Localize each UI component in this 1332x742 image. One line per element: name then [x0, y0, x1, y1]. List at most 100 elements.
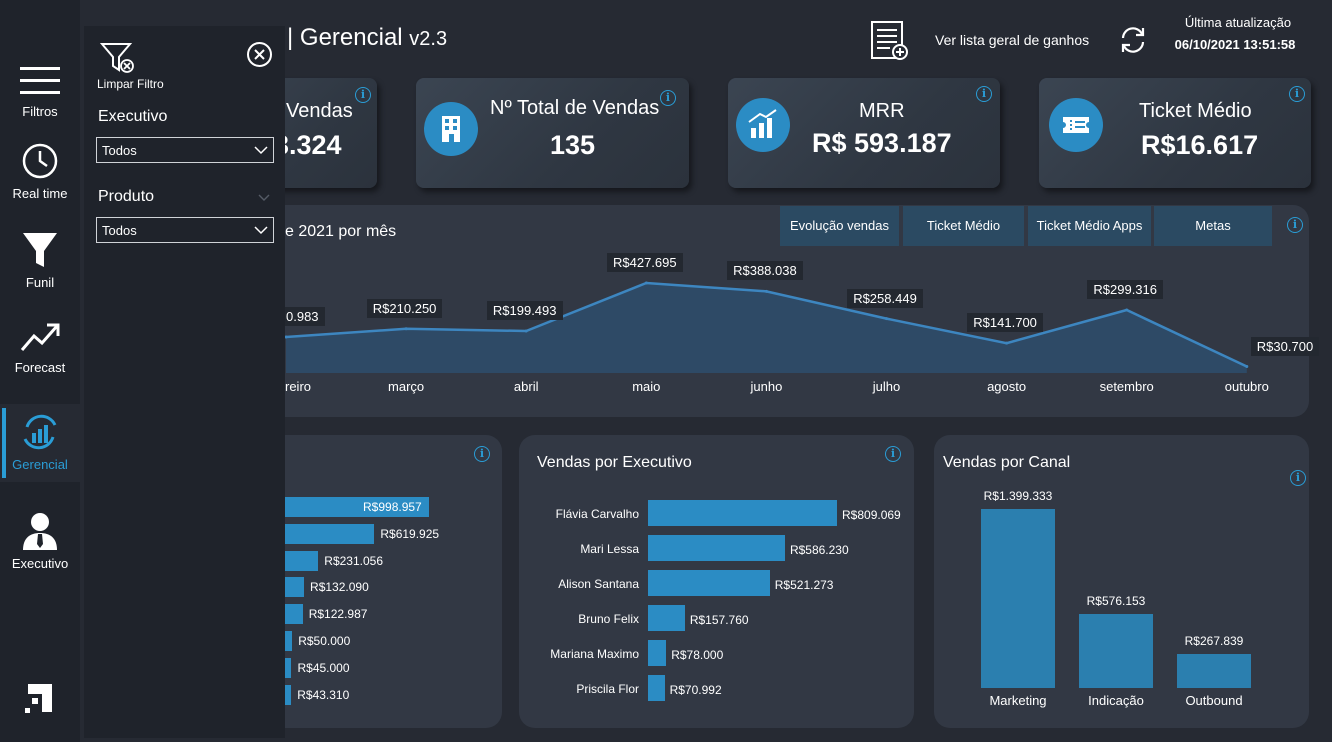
bar-value: R$45.000 — [297, 660, 350, 675]
growth-chart-icon — [736, 98, 790, 152]
produto-filter-label: Produto — [98, 188, 155, 205]
area-point — [1245, 365, 1249, 369]
nav-item-filtros[interactable]: Filtros — [0, 64, 80, 119]
produto-select[interactable]: Todos — [96, 217, 274, 243]
executive-name: Flávia Carvalho — [555, 507, 639, 521]
bar-value: R$132.090 — [310, 580, 369, 595]
info-icon[interactable]: i — [976, 86, 992, 102]
kpi-label: Nº Total de Vendas — [490, 97, 660, 119]
bar — [285, 604, 303, 625]
data-label: R$388.038 — [727, 261, 803, 281]
bar-value: R$998.957 — [363, 500, 422, 514]
month-label: maio — [632, 379, 661, 394]
chevron-down-icon — [254, 146, 268, 155]
info-icon[interactable]: i — [355, 87, 371, 103]
nav-item-funil[interactable]: Funil — [0, 231, 80, 290]
executive-name: Mari Lessa — [580, 542, 639, 556]
close-icon[interactable] — [246, 41, 273, 68]
page-title-text: | Gerencial — [287, 24, 403, 51]
brand-logo-icon — [25, 684, 52, 713]
kpi-card-total-vendas: Nº Total de Vendas 135 i — [416, 78, 689, 188]
bar — [285, 684, 292, 705]
channel-panel-title: Vendas por Canal — [943, 454, 1071, 471]
bar-value: R$809.069 — [842, 508, 901, 522]
bar — [1177, 653, 1251, 688]
area-point — [644, 281, 648, 285]
info-icon[interactable]: i — [1287, 217, 1303, 233]
executivo-select[interactable]: Todos — [96, 137, 274, 163]
bar — [285, 497, 429, 517]
nav-item-executivo[interactable]: Executivo — [0, 510, 80, 571]
view-all-gains-link[interactable]: Ver lista geral de ganhos — [935, 32, 1090, 48]
category-label: Indicação — [1088, 693, 1144, 708]
bar-value: R$50.000 — [298, 634, 351, 648]
nav-label: Forecast — [14, 360, 66, 375]
info-icon[interactable]: i — [1289, 86, 1305, 102]
data-label: R$30.700 — [1250, 336, 1320, 356]
bar — [285, 523, 375, 544]
clear-filter-icon[interactable] — [100, 42, 138, 76]
trend-arrow-icon — [20, 323, 60, 351]
kpi-value: 135 — [550, 130, 596, 160]
nav-item-real-time[interactable]: Real time — [0, 142, 80, 201]
info-icon[interactable]: i — [660, 90, 676, 106]
nav-item-forecast[interactable]: Forecast — [0, 320, 80, 375]
kpi-label: MRR — [859, 100, 905, 122]
refresh-icon[interactable] — [1118, 25, 1148, 55]
bar-value: R$231.056 — [324, 553, 384, 568]
bar — [285, 657, 292, 678]
bar — [648, 535, 785, 561]
executive-name: Alison Santana — [558, 577, 639, 591]
left-navigation: Filtros Real time Funil Forecast Gerenci… — [0, 0, 80, 742]
bar-value: R$78.000 — [671, 648, 724, 662]
kpi-value: R$16.617 — [1141, 130, 1259, 160]
last-update-label: Última atualização — [1184, 15, 1292, 30]
category-label: Outbound — [1185, 693, 1243, 708]
kpi-value: 3.324 — [274, 130, 342, 160]
executive-panel-title: Vendas por Executivo — [537, 454, 692, 471]
executive-name: Bruno Felix — [578, 612, 639, 626]
nav-label: Filtros — [22, 104, 58, 119]
tab-ticket-medio-apps[interactable]: Ticket Médio Apps — [1028, 206, 1151, 246]
page-title: | Gerencial v2.3 — [287, 24, 447, 52]
bar-value: R$157.760 — [689, 613, 749, 627]
bar — [1079, 614, 1153, 688]
executive-name: Mariana Maximo — [550, 647, 639, 661]
evolution-title: e 2021 por mês — [285, 223, 397, 240]
report-list-icon[interactable] — [870, 20, 910, 62]
bar — [285, 631, 293, 651]
chevron-down-icon[interactable] — [258, 192, 270, 202]
bar — [285, 577, 305, 598]
bar-value: R$43.310 — [297, 687, 350, 702]
nav-label: Funil — [25, 275, 55, 290]
data-label: R$210.250 — [366, 298, 443, 318]
hamburger-icon — [20, 67, 60, 94]
bar-value: R$619.925 — [380, 526, 440, 541]
executivo-filter-label: Executivo — [98, 108, 168, 125]
bar-value: R$586.230 — [789, 543, 849, 557]
executive-person-icon — [23, 513, 57, 550]
tab-ticket-medio[interactable]: Ticket Médio — [903, 206, 1024, 246]
bar-value: R$1.399.333 — [983, 489, 1053, 503]
clear-filter-label[interactable]: Limpar Filtro — [97, 77, 164, 91]
bar-value: R$122.987 — [308, 607, 368, 622]
month-label: julho — [872, 379, 901, 394]
nav-label: Gerencial — [12, 457, 68, 472]
ticket-icon — [1049, 98, 1103, 152]
bar — [648, 640, 667, 666]
month-label: outubro — [1224, 379, 1269, 394]
nav-item-gerencial[interactable]: Gerencial — [0, 404, 80, 482]
tab-evolucao-vendas[interactable]: Evolução vendas — [780, 206, 899, 246]
bar-value: R$521.273 — [774, 578, 834, 592]
info-icon[interactable]: i — [1290, 470, 1306, 486]
kpi-label: Vendas — [286, 100, 353, 122]
info-icon[interactable]: i — [885, 446, 901, 462]
bar-value: R$576.153 — [1086, 594, 1146, 609]
bar-value: R$267.839 — [1184, 633, 1244, 648]
data-label: R$299.316 — [1087, 280, 1164, 299]
info-icon[interactable]: i — [474, 446, 490, 462]
tab-metas[interactable]: Metas — [1154, 206, 1272, 246]
version-label: v2.3 — [409, 28, 448, 50]
chevron-down-icon — [254, 226, 268, 235]
area-point — [524, 329, 528, 333]
